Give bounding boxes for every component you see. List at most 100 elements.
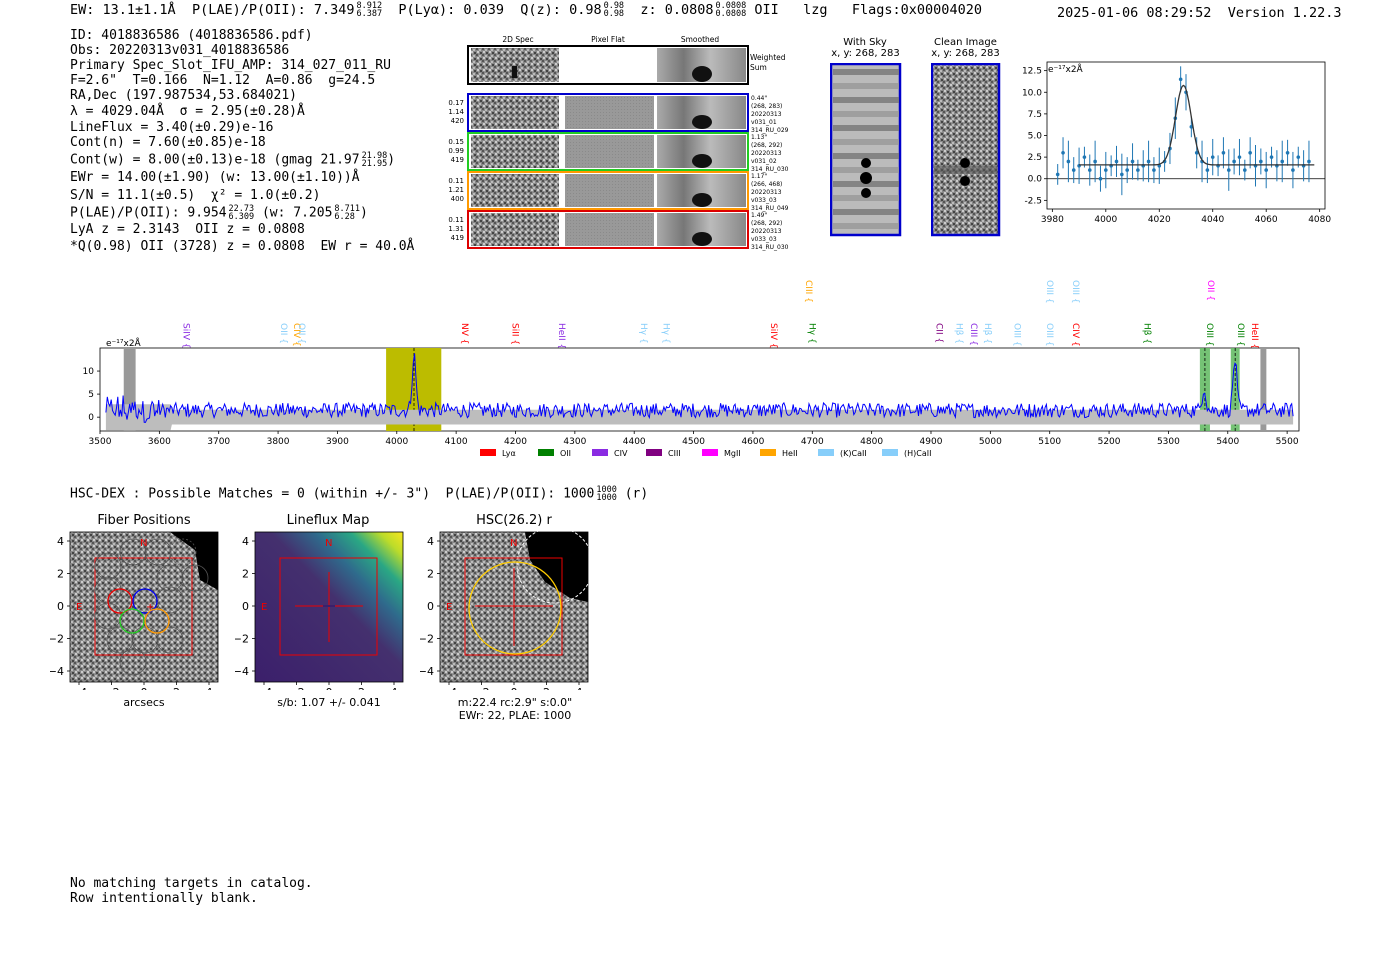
zoom-point <box>1237 155 1242 159</box>
cutout-2d <box>471 96 559 129</box>
east-label-2: E <box>261 602 267 613</box>
line-markers: SiIV {OII {CIV {OII {NV {SiII {HeII {Hγ … <box>181 280 1259 349</box>
legend-label: MgII <box>724 449 741 458</box>
stat-radec: RA,Dec (197.987534,53.684021) <box>70 88 297 103</box>
fiber-positions-title: Fiber Positions <box>97 513 191 528</box>
full-ytick-label: 0 <box>88 413 94 423</box>
legend-swatch <box>882 449 898 456</box>
panel-ytick-label: 2 <box>427 568 434 581</box>
full-xtick-label: 4800 <box>860 437 883 447</box>
zoom-xtick-label: 4080 <box>1308 215 1331 225</box>
line-marker-label: Hβ { <box>954 323 964 344</box>
cutout-left-stat: 0.11 <box>448 216 464 224</box>
full-xtick-label: 4600 <box>741 437 764 447</box>
line-marker-label: SiII { <box>510 323 520 345</box>
zoom-point <box>1125 168 1129 172</box>
panel-xtick-label: 4 <box>576 686 583 690</box>
zoom-point <box>1178 77 1183 82</box>
clean-image <box>931 63 1001 237</box>
footer-line-2: Row intentionally blank. <box>70 891 258 906</box>
cutout-smooth-blob <box>692 193 712 207</box>
zoom-point <box>1098 176 1103 181</box>
stat-lambda: λ = 4029.04Å σ = 2.95(±0.28)Å <box>70 104 305 119</box>
cutout-flat <box>565 96 654 129</box>
cutout-smooth-blob <box>692 154 712 168</box>
legend-swatch <box>760 449 776 456</box>
legend-swatch <box>818 449 834 456</box>
legend-swatch <box>646 449 662 456</box>
line-marker-label: SiIV { <box>181 323 191 349</box>
cutout-left-stat: 1.14 <box>448 108 464 116</box>
panel-xtick-label: 0 <box>511 686 518 690</box>
fiber-xlabel: arcsecs <box>123 696 165 709</box>
cutout-left-stat: 1.31 <box>448 225 464 233</box>
legend-label: Lyα <box>502 449 516 458</box>
weighted-label: Weighted <box>750 53 786 62</box>
cutout-smooth-blob <box>692 232 712 246</box>
line-marker-label: OII { <box>278 323 288 344</box>
zoom-point <box>1221 150 1226 155</box>
zoom-point <box>1061 150 1065 155</box>
legend-label: (H)CaII <box>904 449 931 458</box>
line-marker-label: OIII { <box>1204 323 1214 347</box>
hsc-xlabel-1: m:22.4 rc:2.9" s:0.0" <box>457 696 573 709</box>
legend-swatch <box>592 449 608 456</box>
panel-ytick-label: 0 <box>427 600 434 613</box>
full-spectrum-chart: e⁻¹⁷x2Å 10 5 0 3500 3600 3700 3800 3900 4000 410… <box>83 337 1300 458</box>
panel-ytick-label: −2 <box>420 633 434 646</box>
line-marker-label: CIII { <box>968 323 978 346</box>
svg-text:+: + <box>146 602 154 613</box>
cutout-right-info: 20220313 <box>751 111 782 118</box>
with-sky-xy: x, y: 268, 283 <box>831 48 900 59</box>
cutout-right-info: 0.44" <box>751 95 767 102</box>
cutout-2d <box>471 135 559 168</box>
stat-fwhm: F=2.6" T=0.166 N=1.12 A=0.86 g=24.5 <box>70 73 376 88</box>
north-label-3: N <box>510 538 517 549</box>
footer-line-1: No matching targets in catalog. <box>70 876 313 891</box>
full-ytick-label: 10 <box>83 367 95 377</box>
panel-xtick-label: −4 <box>441 686 457 690</box>
panel-xtick-label: −4 <box>71 686 87 690</box>
line-marker-label: OII { <box>296 323 306 344</box>
full-xtick-label: 5200 <box>1098 437 1121 447</box>
legend-swatch <box>480 449 496 456</box>
panel-xtick-label: 2 <box>173 686 180 690</box>
stat-q: *Q(0.98) OII (3728) z = 0.0808 EW r = 40… <box>70 239 415 254</box>
full-xtick-label: 5000 <box>979 437 1002 447</box>
cutout-right-info: (268, 292) <box>751 220 782 227</box>
cutout-right-info: 314_RU_030 <box>751 244 789 251</box>
clean-title: Clean Image <box>934 37 997 48</box>
col-2d-label: 2D Spec <box>502 35 533 44</box>
cutout-2d <box>471 174 559 207</box>
full-xtick-label: 5100 <box>1038 437 1061 447</box>
cutout-left-stat: 400 <box>451 195 464 203</box>
line-marker-label: OIII { <box>1070 280 1080 304</box>
zoom-point <box>1210 155 1215 159</box>
east-label-1: E <box>76 602 82 613</box>
zoom-point <box>1093 159 1097 164</box>
legend-label: (K)CaII <box>840 449 867 458</box>
full-unit-label: e⁻¹⁷x2Å <box>106 337 142 349</box>
zoom-point <box>1114 159 1119 164</box>
zoom-point <box>1136 168 1140 172</box>
stat-lya: LyA z = 2.3143 OII z = 0.0808 <box>70 222 305 237</box>
cutout-smooth-blob <box>692 115 712 129</box>
panel-ytick-label: 0 <box>57 600 64 613</box>
zoom-ytick-label: 2.5 <box>1028 153 1042 163</box>
full-xtick-label: 3500 <box>89 437 112 447</box>
legend-label: CIV <box>614 449 628 458</box>
cutout-right-info: 314_RU_049 <box>751 205 789 212</box>
panel-xtick-label: 4 <box>391 686 398 690</box>
panel-ytick-label: −4 <box>235 665 249 678</box>
stat-plae: P(LAE)/P(OII): 9.954 22.73 6.309 (w: 7.205… <box>70 204 368 222</box>
east-label-3: E <box>446 602 452 613</box>
zoom-ytick-label: 12.5 <box>1022 67 1042 77</box>
panel-xtick-label: −2 <box>473 686 489 690</box>
full-xtick-label: 4100 <box>445 437 468 447</box>
line-marker-label: Hγ { <box>806 323 816 344</box>
spectra-cutouts: 2D Spec Pixel Flat Smoothed Weighted Sum… <box>448 35 789 251</box>
panel-xtick-label: 2 <box>358 686 365 690</box>
masked-band <box>123 348 136 431</box>
zoom-point <box>1264 168 1268 172</box>
